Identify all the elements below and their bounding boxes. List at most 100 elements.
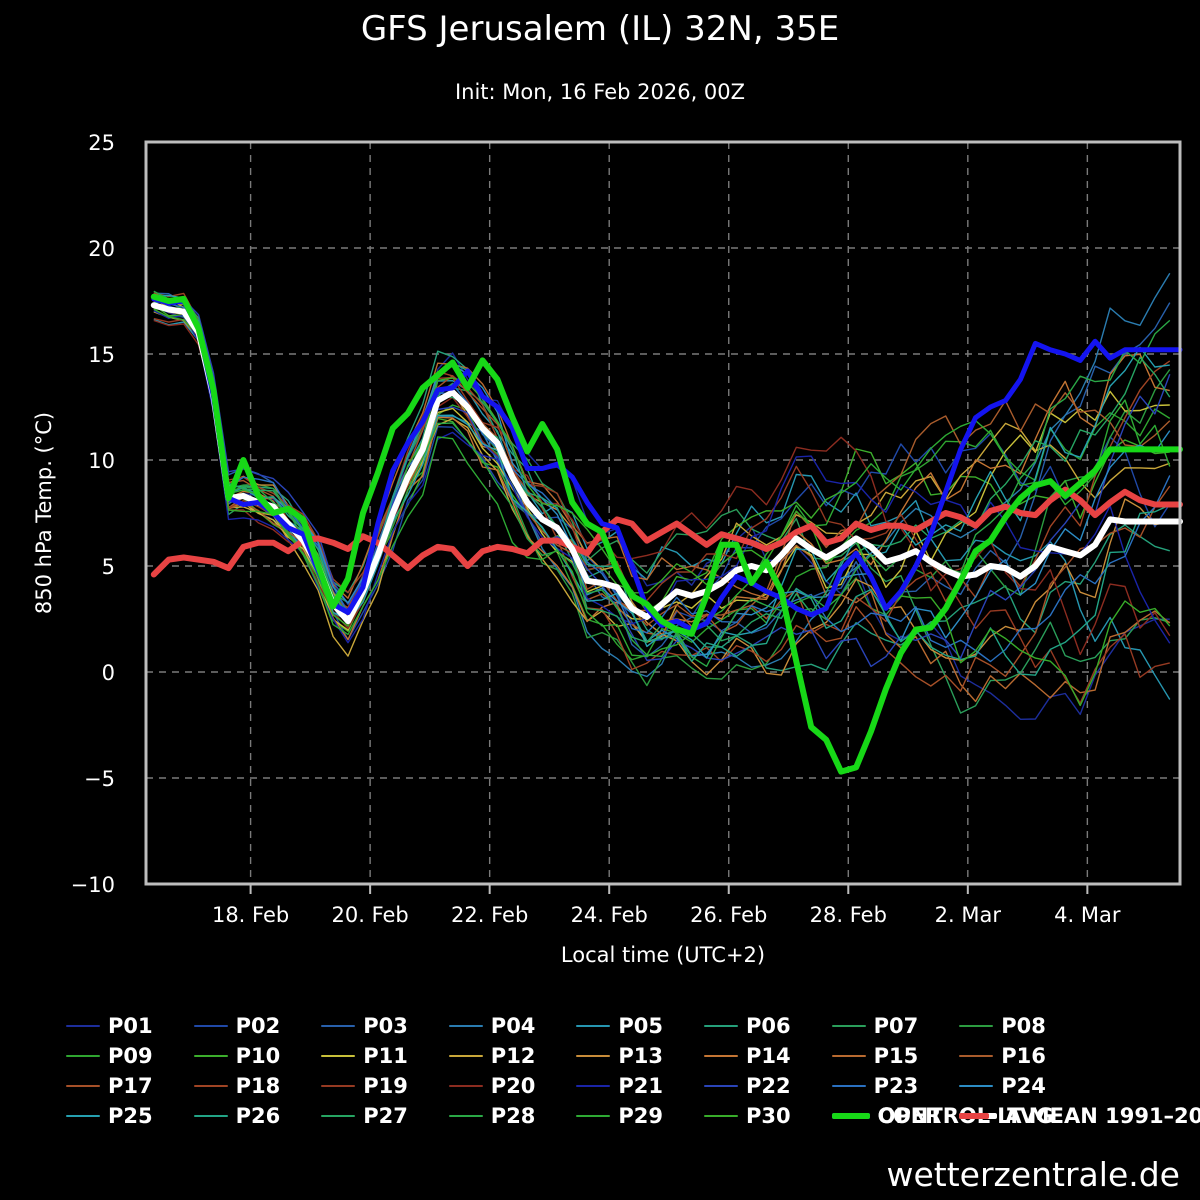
legend-label: P01	[108, 1014, 153, 1038]
plot-frame	[144, 140, 1182, 886]
legend-item-p02: P02	[193, 1011, 280, 1041]
legend-label: P10	[235, 1044, 281, 1068]
legend-swatch	[576, 1115, 611, 1117]
legend-label: P06	[746, 1014, 791, 1038]
legend-item-p14: P14	[704, 1041, 791, 1071]
legend-swatch	[448, 1085, 483, 1087]
legend-label: P08	[1001, 1014, 1046, 1038]
series-line-oper	[150, 293, 1183, 775]
legend-item-p22: P22	[704, 1071, 791, 1101]
x-tick-label: 18. Feb	[212, 903, 289, 927]
legend-label: P25	[108, 1104, 153, 1128]
legend-swatch	[959, 1113, 990, 1119]
legend-swatch	[831, 1113, 870, 1119]
legend-item-p20: P20	[448, 1071, 536, 1101]
legend-item-p16: P16	[959, 1041, 1046, 1071]
legend-label: OPER	[877, 1104, 942, 1128]
legend-item-p18: P18	[193, 1071, 281, 1101]
legend-item-p03: P03	[321, 1011, 408, 1041]
legend-label: P21	[618, 1074, 664, 1098]
series-line-p22	[153, 293, 1171, 668]
legend-label: P23	[873, 1074, 919, 1098]
series-line-p24	[153, 296, 1171, 657]
y-axis-label: 850 hPa Temp. (°C)	[32, 412, 56, 614]
x-tick-label: 24. Feb	[571, 903, 648, 927]
legend-swatch	[321, 1085, 356, 1087]
legend-item-p01: P01	[66, 1011, 153, 1041]
legend-label: P13	[618, 1044, 664, 1068]
legend-item-oper: OPER	[831, 1101, 942, 1131]
legend-swatch	[831, 1085, 866, 1087]
legend-swatch	[448, 1025, 483, 1027]
y-tick-label: 15	[88, 343, 115, 367]
ensemble-members	[153, 272, 1171, 720]
legend-item-p27: P27	[321, 1101, 408, 1131]
legend-swatch	[959, 1085, 994, 1087]
legend-swatch	[448, 1055, 483, 1057]
legend-item-p30: P30	[704, 1101, 791, 1131]
y-tick-label: −5	[84, 767, 115, 791]
legend-swatch	[66, 1025, 100, 1027]
legend-label: P15	[873, 1044, 919, 1068]
series-line-p26	[153, 300, 1171, 676]
y-tick-label: 25	[88, 131, 115, 155]
legend-label: P07	[873, 1014, 919, 1038]
chart-title: GFS Jerusalem (IL) 32N, 35E	[361, 9, 839, 49]
legend-label: P05	[618, 1014, 664, 1038]
legend-swatch	[193, 1055, 228, 1057]
legend-swatch	[576, 1055, 611, 1057]
legend-item-p08: P08	[959, 1011, 1046, 1041]
legend-item-p11: P11	[321, 1041, 408, 1071]
x-axis-label: Local time (UTC+2)	[561, 943, 765, 967]
x-tick-label: 4. Mar	[1054, 903, 1121, 927]
x-tick-label: 2. Mar	[935, 903, 1002, 927]
y-tick-label: −10	[71, 873, 115, 897]
legend-item-p29: P29	[576, 1101, 663, 1131]
legend-label: P18	[235, 1074, 281, 1098]
y-tick-label: 20	[88, 237, 115, 261]
legend-swatch	[959, 1055, 994, 1057]
series-line-p12	[153, 311, 1171, 657]
legend-item-p04: P04	[448, 1011, 535, 1041]
chart: GFS Jerusalem (IL) 32N, 35E Init: Mon, 1…	[32, 9, 1183, 967]
legend-label: P29	[618, 1104, 664, 1128]
legend-item-p07: P07	[831, 1011, 919, 1041]
legend-swatch	[448, 1115, 483, 1117]
legend-swatch	[66, 1055, 100, 1057]
legend-item-p23: P23	[831, 1071, 919, 1101]
main-series	[150, 293, 1183, 775]
chart-subtitle: Init: Mon, 16 Feb 2026, 00Z	[455, 80, 745, 104]
legend-swatch	[576, 1025, 611, 1027]
series-line-p29	[153, 308, 1171, 657]
legend-label: P20	[490, 1074, 536, 1098]
legend-label: P19	[363, 1074, 408, 1098]
legend-swatch	[193, 1025, 228, 1027]
legend-item-p06: P06	[704, 1011, 791, 1041]
legend-swatch	[704, 1115, 738, 1117]
legend-item-p28: P28	[448, 1101, 535, 1131]
legend-swatch	[66, 1115, 100, 1117]
legend-swatch	[959, 1025, 994, 1027]
y-tick-label: 10	[88, 449, 115, 473]
x-tick-label: 20. Feb	[332, 903, 409, 927]
legend-label: LT MEAN 1991–2020	[997, 1104, 1200, 1128]
legend-label: P17	[108, 1074, 153, 1098]
legend-label: P11	[363, 1044, 408, 1068]
legend-label: P22	[746, 1074, 791, 1098]
legend-item-p19: P19	[321, 1071, 408, 1101]
series-line-p20	[153, 319, 1171, 656]
legend-label: P27	[363, 1104, 408, 1128]
x-tick-label: 26. Feb	[690, 903, 767, 927]
legend-swatch	[321, 1115, 356, 1117]
credit-watermark: wetterzentrale.de	[886, 1155, 1180, 1194]
x-tick-label: 22. Feb	[451, 903, 528, 927]
legend-swatch	[321, 1025, 356, 1027]
legend-item-p10: P10	[193, 1041, 281, 1071]
y-axis-ticks: 25 20 15 10 5 0 −5 −10	[71, 131, 115, 897]
legend-swatch	[831, 1055, 866, 1057]
legend-swatch	[193, 1115, 228, 1117]
legend-item-p05: P05	[576, 1011, 663, 1041]
legend-item-lt-mean-1991-2020: LT MEAN 1991–2020	[959, 1101, 1200, 1131]
legend-item-p26: P26	[193, 1101, 280, 1131]
legend-label: P16	[1001, 1044, 1046, 1068]
